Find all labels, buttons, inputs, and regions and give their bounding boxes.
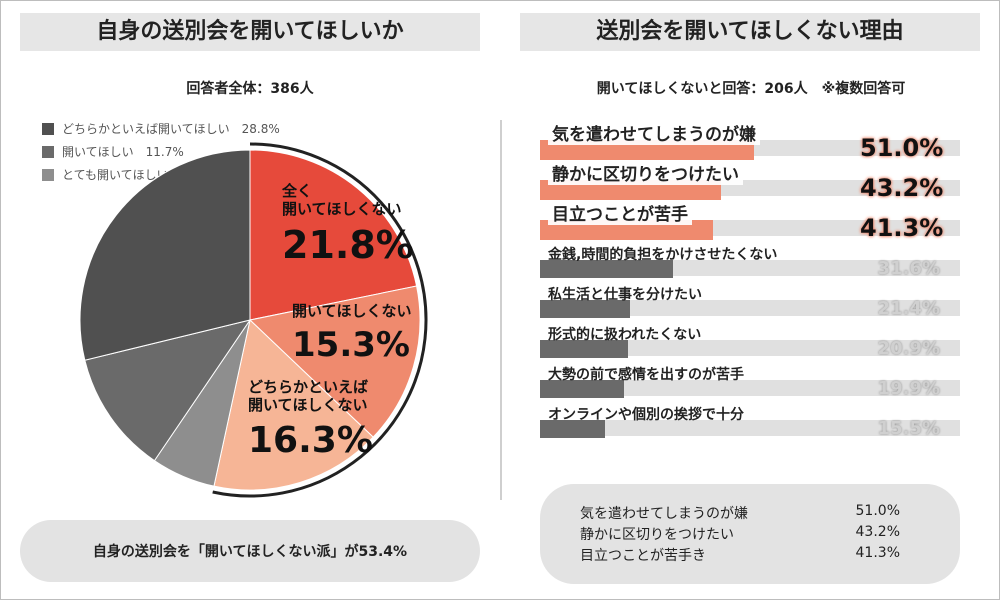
- bar: [540, 140, 755, 160]
- legend-swatch: [42, 122, 54, 135]
- bar: [540, 220, 714, 240]
- summary-value: 43.2%: [855, 524, 900, 540]
- legend-swatch: [42, 145, 54, 158]
- bar-value-label: 41.3%: [860, 214, 944, 242]
- pie-slice: [248, 285, 421, 438]
- pie-inner-label: 開いてほしくない: [292, 302, 412, 320]
- right-subtitle: 開いてほしくないと回答：206人 ※複数回答可: [596, 81, 906, 97]
- bar: [540, 300, 630, 318]
- left-summary-pill: [20, 520, 480, 582]
- bar: [540, 180, 722, 200]
- bar: [540, 420, 606, 438]
- left-summary-text: 自身の送別会を「開いてほしくない派」が53.4%: [92, 544, 408, 560]
- bar-category-label: 目立つことが苦手: [548, 200, 692, 225]
- legend-label: どちらかといえば開いてほしい 28.8%: [62, 122, 280, 136]
- pie-slice: [84, 319, 252, 462]
- pie-chart: 全く開いてほしくない21.8%開いてほしくない15.3%どちらかといえば開いてほ…: [79, 142, 428, 498]
- bar-category-label: 静かに区切りをつけたい: [548, 160, 743, 185]
- legend-item: 開いてほしい 11.7%: [42, 143, 184, 160]
- left-title: 自身の送別会を開いてほしいか: [20, 13, 480, 51]
- pie-inner-label: 開いてほしくない: [282, 200, 402, 218]
- summary-row: 静かに区切りをつけたい 43.2%: [580, 524, 940, 544]
- bar-value-label: 51.0%: [860, 134, 944, 162]
- bar-value-label: 19.9%: [877, 378, 940, 399]
- pie-inner-label: 全く: [281, 182, 312, 200]
- summary-value: 41.3%: [855, 545, 900, 561]
- bar-value-label: 21.4%: [877, 298, 940, 319]
- bar-value-label: 31.6%: [877, 258, 940, 279]
- legend-swatch: [42, 168, 54, 181]
- pie-value-label: 16.3%: [248, 420, 373, 461]
- pie-inner-label: 開いてほしくない: [248, 396, 368, 414]
- summary-label: 静かに区切りをつけたい: [580, 527, 734, 543]
- summary-label: 目立つことが苦手き: [580, 548, 706, 564]
- bar-track: [540, 420, 960, 436]
- not-wanted-highlight-arc: [212, 142, 428, 498]
- legend-item: どちらかといえば開いてほしい 28.8%: [42, 120, 280, 137]
- left-subtitle: 回答者全体：386人: [186, 81, 314, 97]
- summary-value: 51.0%: [855, 503, 900, 519]
- panel-divider: [500, 120, 502, 500]
- bar-value-label: 20.9%: [877, 338, 940, 359]
- bar-category-label: 大勢の前で感情を出すのが苦手: [548, 367, 744, 383]
- bar-track: [540, 380, 960, 396]
- pie-value-label: 21.8%: [282, 223, 414, 267]
- summary-row: 目立つことが苦手き 41.3%: [580, 545, 940, 565]
- pie-slice: [249, 149, 418, 321]
- bar-category-label: 金銭,時間的負担をかけさせたくない: [548, 247, 778, 263]
- bar-category-label: 私生活と仕事を分けたい: [548, 287, 702, 303]
- legend-label: 開いてほしい 11.7%: [62, 145, 184, 159]
- summary-row: 気を遣わせてしまうのが嫌 51.0%: [580, 503, 940, 523]
- right-title: 送別会を開いてほしくない理由: [520, 13, 980, 51]
- bar-value-label: 43.2%: [860, 174, 944, 202]
- bar-value-label: 15.5%: [877, 418, 940, 439]
- bar: [540, 260, 673, 278]
- right-summary-pill: [540, 484, 960, 584]
- bar: [540, 380, 624, 398]
- pie-inner-label: どちらかといえば: [248, 378, 368, 396]
- pie-slice: [79, 149, 251, 361]
- bar-category-label: 形式的に扱われたくない: [548, 327, 702, 343]
- bar-track: [540, 300, 960, 316]
- pie-slice: [213, 319, 374, 491]
- bar-category-label: 気を遣わせてしまうのが嫌: [548, 120, 760, 145]
- bar-track: [540, 340, 960, 356]
- summary-label: 気を遣わせてしまうのが嫌: [580, 506, 748, 522]
- bar: [540, 340, 628, 358]
- pie-value-label: 15.3%: [292, 325, 410, 365]
- bar-category-label: オンラインや個別の挨拶で十分: [548, 407, 744, 423]
